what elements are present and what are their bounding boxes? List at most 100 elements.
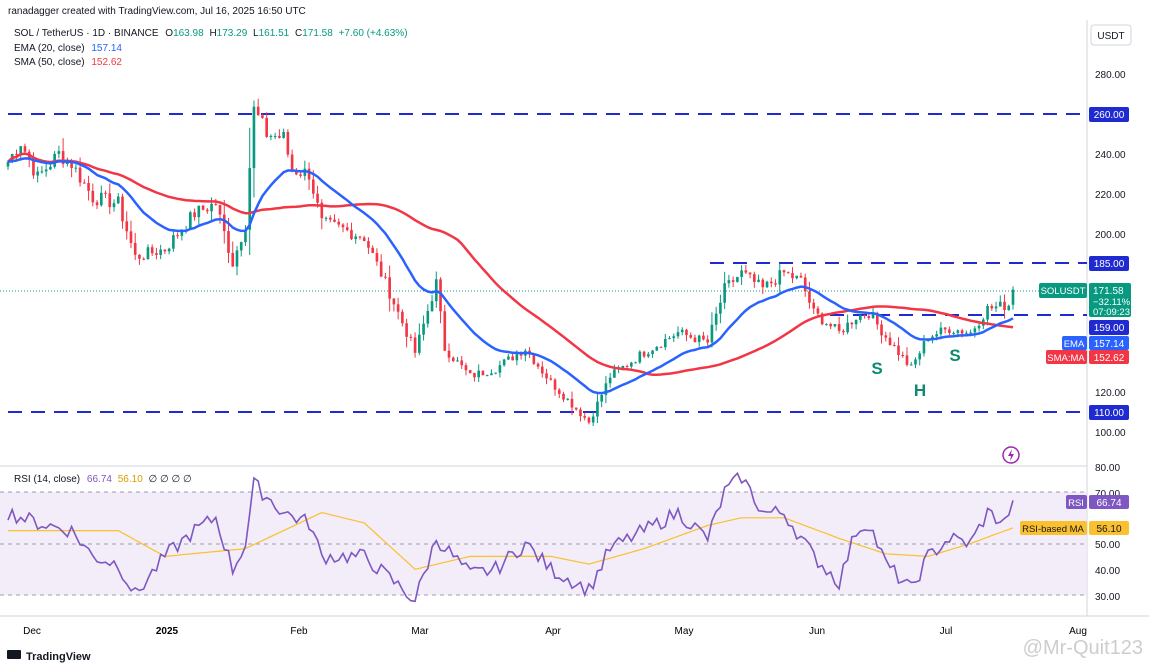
sma-legend-label: SMA (50, close) [14, 57, 85, 68]
candle-body [273, 135, 277, 137]
head-label: H [914, 381, 926, 400]
candle-body [91, 190, 95, 203]
candle-body [668, 338, 671, 340]
candle-body [367, 241, 370, 248]
candle-body [774, 283, 777, 285]
candle-body [591, 416, 595, 423]
candle-body [693, 337, 697, 343]
candle-body [676, 332, 680, 337]
candle-body [952, 332, 955, 334]
candle-body [986, 305, 989, 320]
candle-body [494, 372, 497, 374]
candle-body [265, 117, 268, 137]
currency-button[interactable] [1090, 24, 1132, 46]
candle-body [736, 276, 739, 282]
candle-body [994, 306, 998, 309]
rsi-ma-legend-value: 56.10 [118, 474, 143, 485]
currency-label[interactable]: USDT [1097, 31, 1124, 42]
level-badge-185-text: 185.00 [1094, 259, 1125, 270]
candle-body [816, 308, 820, 314]
tradingview-logo-icon [7, 650, 21, 659]
rsi-badge [1089, 495, 1129, 509]
candle-body [740, 270, 743, 277]
candle-body [354, 236, 358, 240]
candle-body [159, 249, 162, 255]
level-badge-260-text: 260.00 [1094, 110, 1125, 121]
candle-body [231, 252, 235, 267]
alert-icon[interactable] [1002, 446, 1020, 464]
candle-body [574, 407, 578, 410]
close-value: 171.58 [302, 28, 333, 39]
candle-body [481, 370, 485, 376]
candle-body [99, 192, 103, 206]
candle-body [969, 332, 972, 334]
rsi-legend-value: 66.74 [87, 474, 112, 485]
candle-body [74, 167, 78, 169]
candle-body [519, 354, 523, 356]
candle-body [956, 330, 960, 333]
candle-body [468, 370, 472, 373]
time-label: Jul [940, 626, 953, 637]
candle-body [6, 161, 10, 167]
candle-body [905, 355, 909, 365]
candle-body [566, 398, 570, 400]
level-badge-159 [1089, 320, 1129, 335]
candle-body [837, 324, 841, 331]
candle-body [812, 302, 816, 309]
time-label: Feb [290, 626, 308, 637]
candle-body [430, 301, 434, 312]
candle-body [218, 204, 222, 215]
candle-body [570, 398, 574, 408]
candle-body [193, 212, 196, 218]
candle-body [943, 327, 947, 330]
candle-body [371, 247, 374, 254]
ema-legend-value: 157.14 [91, 43, 122, 54]
candle-body [155, 253, 158, 255]
sma-tag-text: SMA:MA [1047, 353, 1085, 364]
rsi-badge-text: 66.74 [1096, 498, 1121, 509]
candle-body [850, 322, 854, 325]
candle-body [922, 341, 926, 354]
candle-body [451, 357, 455, 361]
rsi-ma-tag-text: RSI-based MA [1022, 524, 1084, 535]
candle-body [918, 353, 922, 360]
candle-body [753, 274, 756, 282]
right-shoulder-label: S [949, 346, 960, 365]
candle-body [358, 236, 362, 238]
candle-body [379, 261, 383, 277]
candle-body [328, 217, 332, 220]
candle-body [825, 324, 828, 326]
candle-body [129, 231, 133, 243]
candle-body [498, 365, 502, 373]
price-tick: 120.00 [1095, 388, 1126, 399]
candle-body [248, 168, 252, 230]
candle-body [95, 202, 99, 206]
candle-body [278, 135, 281, 138]
candle-body [392, 298, 396, 305]
candle-body [901, 355, 905, 357]
tradingview-logo: TradingView [7, 650, 91, 663]
candle-body [1003, 301, 1006, 311]
time-label: May [675, 626, 694, 637]
candle-body [549, 378, 553, 380]
candle-body [553, 379, 557, 390]
candle-body [78, 167, 82, 183]
candle-body [871, 313, 875, 318]
candle-body [795, 275, 799, 279]
candle-body [803, 277, 807, 292]
candle-body [507, 356, 510, 360]
candle-body [897, 345, 900, 356]
candle-body [333, 219, 336, 222]
candle-body [723, 283, 726, 303]
candle-body [990, 305, 994, 309]
candle-body [502, 359, 506, 366]
candle-body [1007, 305, 1011, 311]
candle-body [490, 373, 493, 376]
time-axis: Dec 2025 Feb Mar Apr May Jun Jul Aug [23, 626, 1087, 637]
candle-body [189, 212, 192, 230]
rsi-line [7, 471, 1014, 603]
time-label: Apr [545, 626, 561, 637]
candle-body [49, 166, 52, 170]
rsi-legend-label: RSI (14, close) [14, 474, 80, 485]
